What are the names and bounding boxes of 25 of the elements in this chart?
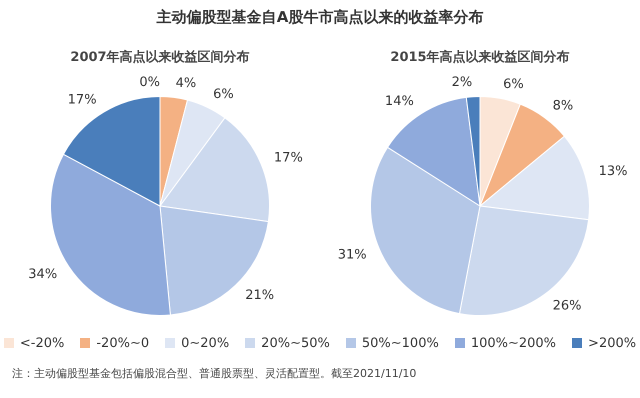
- text: 0%: [139, 74, 160, 90]
- legend-label: 20%~50%: [260, 336, 330, 351]
- data-label: 17%: [68, 92, 97, 108]
- data-label: 6%: [213, 86, 234, 102]
- text: 注：主动偏股型基金包括偏股混合型、普通股票型、灵活配置型。截至2021/11/10: [12, 366, 416, 381]
- data-label: 17%: [274, 150, 303, 166]
- data-label: 4%: [176, 76, 196, 91]
- legend-label: 0~20%: [180, 336, 230, 351]
- data-label: 26%: [552, 298, 582, 314]
- legend-label: 50%~100%: [360, 336, 439, 351]
- chart-title: 2007年高点以来收益区间分布: [69, 48, 251, 67]
- legend-label: 100%~200%: [470, 336, 556, 351]
- legend-label: <-20%: [18, 336, 64, 351]
- data-label: 13%: [598, 164, 628, 179]
- data-label: 34%: [28, 266, 58, 282]
- data-label: 21%: [245, 288, 274, 303]
- legend-label: -20%~0: [95, 336, 150, 351]
- text: 主动偏股型基金自A股牛市高点以来的收益率分布: [156, 8, 484, 27]
- data-label: 14%: [384, 94, 414, 110]
- legend-label: >200%: [587, 336, 636, 351]
- data-label: 8%: [552, 98, 574, 114]
- data-label: 6%: [503, 77, 524, 92]
- chart-title: 2015年高点以来收益区间分布: [389, 48, 571, 67]
- data-label: 31%: [338, 247, 367, 262]
- data-label: 2%: [452, 75, 472, 90]
